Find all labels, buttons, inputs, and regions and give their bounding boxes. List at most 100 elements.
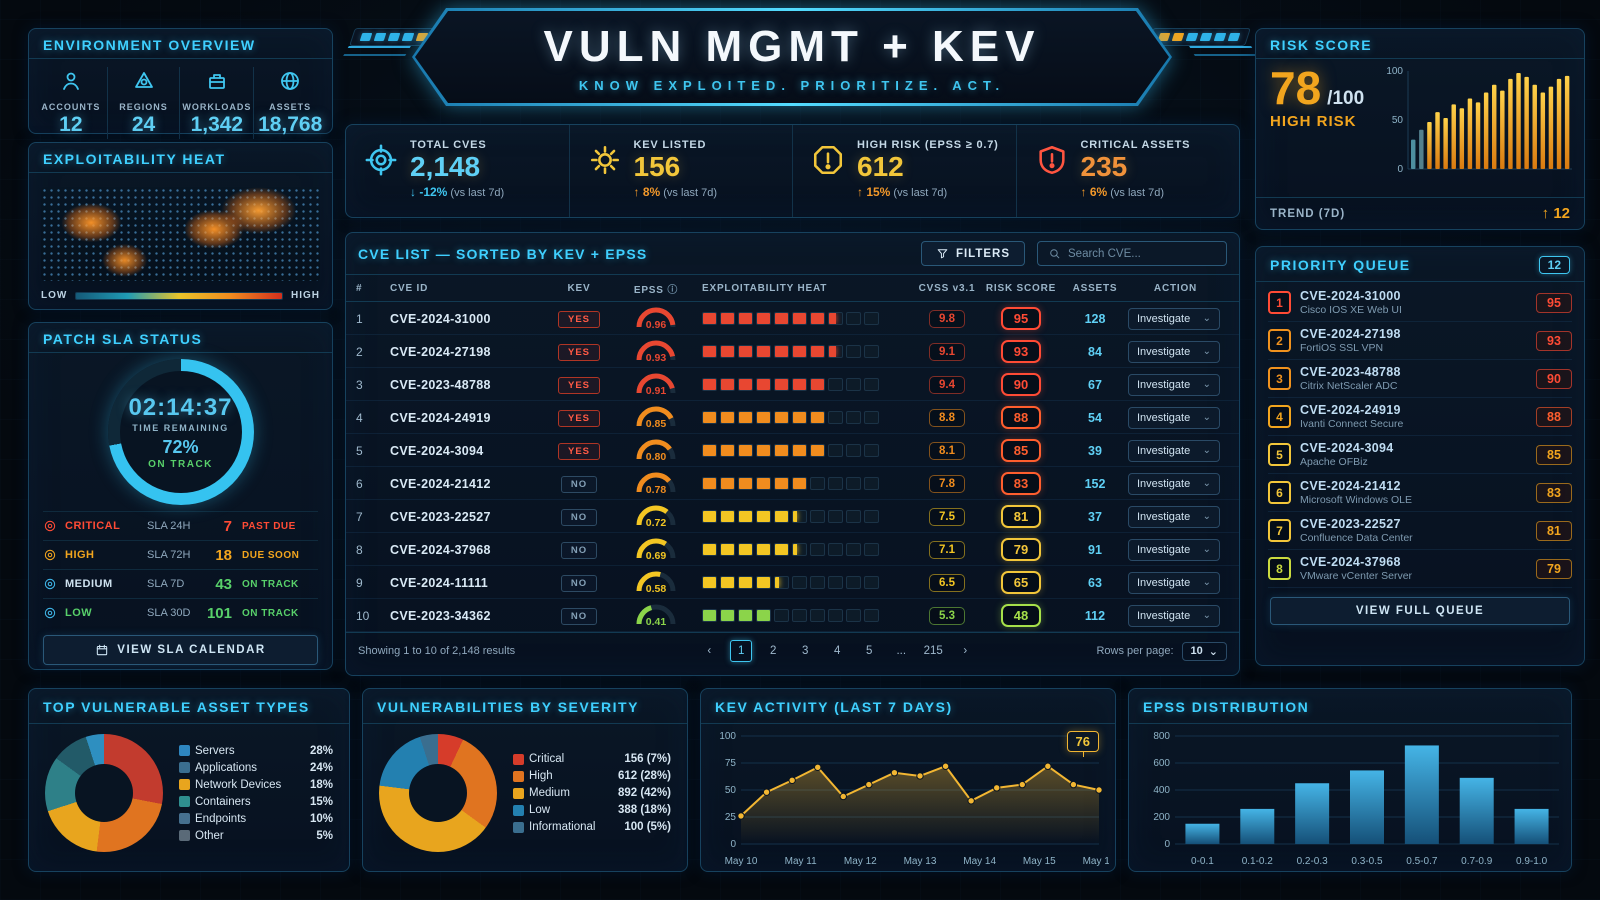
heat-segment xyxy=(864,312,879,325)
exploitability-heat-bar xyxy=(702,378,914,391)
pagination-next-button[interactable]: › xyxy=(963,645,968,657)
queue-item-cve-2024-3094[interactable]: 5 CVE-2024-3094 Apache OFBiz 85 xyxy=(1268,436,1572,474)
pagination-page-1[interactable]: 1 xyxy=(730,640,753,662)
risk-score-badge: 48 xyxy=(1001,604,1041,627)
view-sla-calendar-button[interactable]: VIEW SLA CALENDAR xyxy=(43,635,318,665)
heat-segment xyxy=(756,609,771,622)
queue-item-cve-2023-48788[interactable]: 3 CVE-2023-48788 Citrix NetScaler ADC 90 xyxy=(1268,360,1572,398)
queue-score-badge: 79 xyxy=(1536,558,1572,579)
heat-segment xyxy=(774,378,789,391)
decor-wing-right xyxy=(1189,46,1257,56)
kpi-label: KEV LISTED xyxy=(633,139,707,151)
patch-sla-title: PATCH SLA STATUS xyxy=(29,323,332,353)
row-number: 6 xyxy=(356,476,363,491)
exploitability-heat-bar xyxy=(702,576,914,589)
search-input[interactable] xyxy=(1068,247,1208,260)
heat-segment xyxy=(720,576,735,589)
pagination-page-5[interactable]: 5 xyxy=(866,645,873,657)
pagination-page-3[interactable]: 3 xyxy=(802,645,809,657)
legend-swatch xyxy=(179,779,190,790)
queue-item-cve-2024-24919[interactable]: 4 CVE-2024-24919 Ivanti Connect Secure 88 xyxy=(1268,398,1572,436)
svg-text:400: 400 xyxy=(1153,785,1170,796)
investigate-button[interactable]: Investigate ⌄ xyxy=(1128,472,1220,495)
column-header-cvss-v3-1: CVSS v3.1 xyxy=(918,282,976,294)
investigate-button[interactable]: Investigate ⌄ xyxy=(1128,373,1220,396)
legend-value: 28% xyxy=(309,744,333,757)
legend-swatch xyxy=(513,821,524,833)
svg-text:0.41: 0.41 xyxy=(646,616,667,627)
queue-item-cve-2024-27198[interactable]: 2 CVE-2024-27198 FortiOS SSL VPN 93 xyxy=(1268,322,1572,360)
queue-score-badge: 90 xyxy=(1536,368,1572,389)
assets-count: 84 xyxy=(1088,344,1102,359)
exploitability-heat-bar xyxy=(702,477,914,490)
heat-segment xyxy=(738,378,753,391)
pagination-prev-button[interactable]: ‹ xyxy=(707,645,712,657)
heat-segment xyxy=(738,543,753,556)
investigate-label: Investigate xyxy=(1137,477,1191,490)
assets-count: 112 xyxy=(1084,608,1106,623)
heat-segment xyxy=(828,609,843,622)
regions-icon xyxy=(132,69,156,95)
chevron-down-icon: ⌄ xyxy=(1202,511,1211,522)
pagination-page-2[interactable]: 2 xyxy=(770,645,777,657)
investigate-button[interactable]: Investigate ⌄ xyxy=(1128,439,1220,462)
filter-funnel-icon xyxy=(936,247,949,260)
kpi-delta-note: (vs last 7d) xyxy=(1110,187,1165,200)
svg-text:100: 100 xyxy=(1386,66,1403,77)
legend-label: Low xyxy=(529,804,551,816)
column-header--: # xyxy=(356,282,363,294)
assets-count: 91 xyxy=(1088,542,1102,557)
cve-row-cve-2024-24919: 4 CVE-2024-24919 YES 0.85 8.8 88 54 Investigate… xyxy=(346,401,1239,434)
epss-info-icon[interactable]: ⓘ xyxy=(663,284,679,296)
env-stat-workloads: WORKLOADS 1,342 xyxy=(180,67,255,139)
investigate-button[interactable]: Investigate ⌄ xyxy=(1128,604,1220,627)
cvss-badge: 9.8 xyxy=(929,310,965,328)
kpi-delta: ↓ -12% (vs last 7d) xyxy=(410,185,504,199)
chevron-down-icon: ⌄ xyxy=(1208,645,1218,658)
risk-score-badge: 79 xyxy=(1001,538,1041,561)
cve-id: CVE-2024-31000 xyxy=(390,311,491,326)
investigate-label: Investigate xyxy=(1137,312,1191,325)
app-title: VULN MGMT + KEV xyxy=(543,21,1041,71)
investigate-button[interactable]: Investigate ⌄ xyxy=(1128,505,1220,528)
cve-id: CVE-2024-27198 xyxy=(390,344,491,359)
cve-list-panel: CVE LIST — SORTED BY KEV + EPSS FILTERS … xyxy=(345,232,1240,676)
heat-segment xyxy=(828,378,843,391)
chevron-down-icon: ⌄ xyxy=(1202,544,1211,555)
legend-swatch xyxy=(513,804,524,816)
decor-chip xyxy=(359,33,373,41)
assets-count: 128 xyxy=(1084,311,1106,326)
queue-item-cve-2024-21412[interactable]: 6 CVE-2024-21412 Microsoft Windows OLE 83 xyxy=(1268,474,1572,512)
investigate-button[interactable]: Investigate ⌄ xyxy=(1128,340,1220,363)
pagination-page-4[interactable]: 4 xyxy=(834,645,841,657)
investigate-button[interactable]: Investigate ⌄ xyxy=(1128,538,1220,561)
investigate-button[interactable]: Investigate ⌄ xyxy=(1128,406,1220,429)
legend-swatch xyxy=(179,813,190,824)
heat-segment xyxy=(774,312,789,325)
heat-segment xyxy=(864,609,879,622)
legend-value: 24% xyxy=(309,761,333,774)
legend-value: 892 (42%) xyxy=(617,787,671,799)
sla-severity-label: CRITICAL xyxy=(65,520,121,532)
accounts-user-icon xyxy=(59,69,83,95)
cve-row-cve-2024-21412: 6 CVE-2024-21412 NO 0.78 7.8 83 152 Investigate… xyxy=(346,467,1239,500)
heat-segment xyxy=(702,444,717,457)
queue-item-cve-2023-22527[interactable]: 7 CVE-2023-22527 Confluence Data Center 81 xyxy=(1268,512,1572,550)
kpi-delta-value: ↑ 8% xyxy=(633,185,661,200)
heat-segment xyxy=(720,543,735,556)
kpi-label: HIGH RISK (EPSS ≥ 0.7) xyxy=(857,139,999,151)
rows-per-page-select[interactable]: 10 ⌄ xyxy=(1181,641,1227,661)
queue-item-cve-2024-37968[interactable]: 8 CVE-2024-37968 VMware vCenter Server 79 xyxy=(1268,550,1572,588)
pagination-page-215[interactable]: 215 xyxy=(923,645,943,657)
calendar-icon xyxy=(95,643,109,657)
cvss-badge: 9.4 xyxy=(929,376,965,394)
row-number: 2 xyxy=(356,344,363,359)
sla-row-critical: CRITICAL SLA 24H 7 PAST DUE xyxy=(43,511,318,540)
filters-button[interactable]: FILTERS xyxy=(920,241,1025,266)
investigate-button[interactable]: Investigate ⌄ xyxy=(1128,307,1220,330)
queue-item-cve-2024-31000[interactable]: 1 CVE-2024-31000 Cisco IOS XE Web UI 95 xyxy=(1268,284,1572,322)
kpi-value: 2,148 xyxy=(410,151,481,182)
investigate-button[interactable]: Investigate ⌄ xyxy=(1128,571,1220,594)
view-full-queue-button[interactable]: VIEW FULL QUEUE xyxy=(1270,597,1570,625)
row-number: 5 xyxy=(356,443,363,458)
